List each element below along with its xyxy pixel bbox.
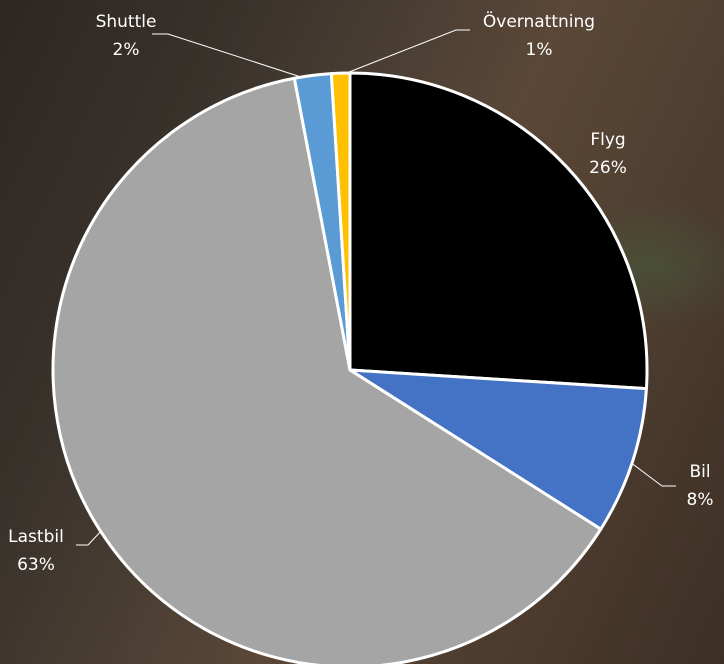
slice-value-label: 63%	[17, 555, 55, 575]
slice-label: Flyg	[590, 130, 625, 150]
pie-slice	[348, 368, 648, 531]
slice-label: Lastbil	[8, 527, 64, 547]
pie-slice	[329, 71, 352, 372]
slice-value-label: 8%	[687, 490, 714, 510]
leader-line	[152, 33, 305, 79]
leader-line	[629, 461, 676, 487]
slice-value-label: 26%	[589, 158, 627, 178]
slice-label: Bil	[689, 462, 710, 482]
slice-label: Shuttle	[96, 12, 157, 32]
slice-value-label: 2%	[113, 40, 140, 60]
slice-label: Övernattning	[483, 10, 595, 32]
leader-line	[76, 527, 105, 546]
leader-line	[343, 29, 470, 75]
slice-value-label: 1%	[526, 40, 553, 60]
pie-slice	[348, 71, 649, 391]
pie-slice	[51, 76, 603, 664]
leader-lines	[76, 29, 676, 546]
